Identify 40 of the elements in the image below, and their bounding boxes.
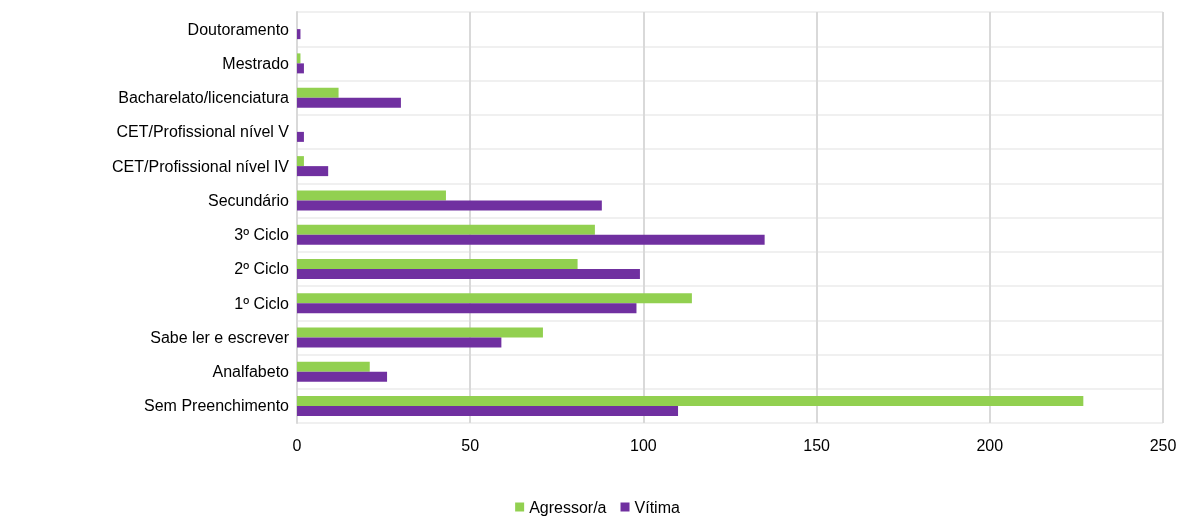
bar bbox=[297, 200, 602, 211]
x-tick-label: 250 bbox=[1149, 436, 1177, 454]
y-tick-label: Sem Preenchimento bbox=[144, 397, 290, 415]
y-tick-label: CET/Profissional nível V bbox=[116, 123, 290, 141]
bar bbox=[297, 405, 679, 416]
bar bbox=[297, 361, 370, 372]
y-tick-label: Mestrado bbox=[222, 54, 290, 72]
bar bbox=[297, 327, 543, 338]
bar bbox=[297, 97, 401, 108]
y-tick-label: Doutoramento bbox=[187, 20, 290, 38]
bar bbox=[297, 258, 578, 269]
x-tick-label: 200 bbox=[976, 436, 1004, 454]
y-tick-label: 3º Ciclo bbox=[234, 226, 290, 244]
bar bbox=[297, 131, 304, 142]
legend-label: Agressor/a bbox=[529, 498, 607, 516]
x-tick-label: 0 bbox=[292, 436, 302, 454]
bar bbox=[297, 337, 502, 348]
x-tick-label: 100 bbox=[630, 436, 657, 454]
bar bbox=[297, 293, 692, 304]
x-tick-label: 150 bbox=[803, 436, 831, 454]
y-tick-label: 2º Ciclo bbox=[234, 260, 290, 278]
y-tick-label: 1º Ciclo bbox=[234, 294, 290, 312]
y-tick-label: Analfabeto bbox=[212, 363, 290, 381]
bar bbox=[297, 268, 640, 279]
bar bbox=[297, 395, 1084, 406]
bar bbox=[297, 87, 339, 98]
legend-label: Vítima bbox=[634, 498, 680, 516]
bar bbox=[297, 63, 304, 74]
bar bbox=[297, 303, 637, 314]
bar bbox=[297, 156, 304, 167]
y-tick-label: CET/Profissional nível IV bbox=[112, 157, 290, 175]
bar bbox=[297, 166, 329, 177]
x-tick-label: 50 bbox=[461, 436, 480, 454]
bar bbox=[297, 371, 388, 382]
y-tick-label: Secundário bbox=[208, 191, 290, 209]
y-tick-label: Bacharelato/licenciatura bbox=[118, 89, 290, 107]
bar bbox=[297, 224, 595, 235]
bar bbox=[297, 190, 446, 201]
bar bbox=[297, 234, 765, 245]
y-tick-label: Sabe ler e escrever bbox=[150, 328, 290, 346]
